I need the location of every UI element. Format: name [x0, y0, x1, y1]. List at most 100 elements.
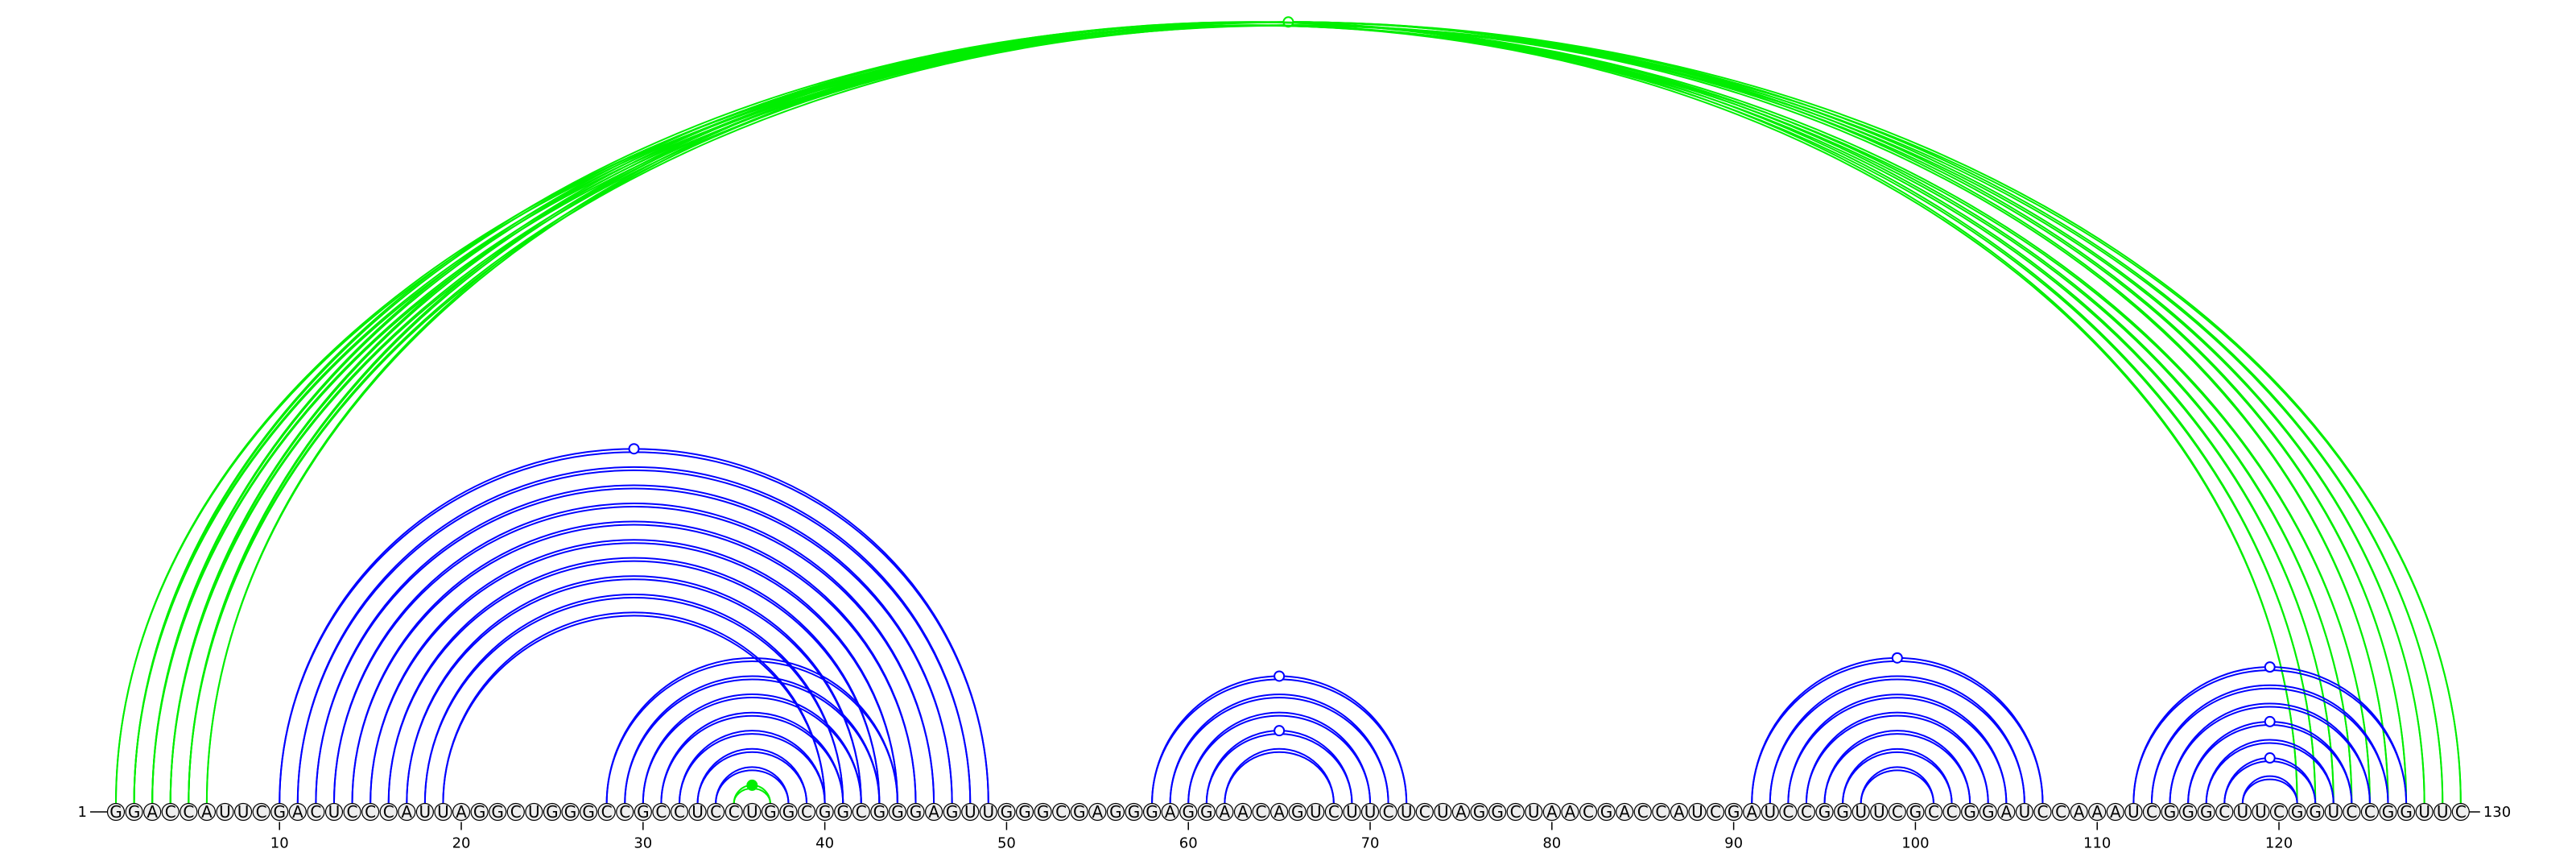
nucleotide-circle: [1579, 802, 1598, 822]
nucleotide-letter: C: [2364, 802, 2376, 822]
nucleotide-circle: [1288, 802, 1307, 822]
helix-marker: [2264, 661, 2276, 673]
nucleotide-circle: [1270, 802, 1289, 822]
nucleotide-letter: G: [910, 802, 923, 822]
base-pair-arc: [279, 448, 989, 804]
arc-layer: [115, 16, 2462, 804]
nucleotide: C: [2343, 802, 2361, 822]
nucleotide: G: [579, 802, 598, 822]
helix-marker: [1274, 725, 1286, 737]
nucleotide-circle: [324, 802, 344, 822]
tick-label: 50: [997, 835, 1016, 852]
nucleotide-letter: C: [510, 802, 522, 822]
nucleotide-circle: [1670, 802, 1688, 822]
nucleotide-circle: [597, 802, 616, 822]
tick-label: 10: [270, 835, 289, 852]
nucleotide: U: [2124, 802, 2143, 822]
nucleotide: C: [1324, 802, 1343, 822]
nucleotide: U: [979, 802, 997, 822]
nucleotide: G: [489, 802, 507, 822]
nucleotide-letter: A: [2110, 802, 2121, 822]
base-pair-arc: [1751, 660, 2044, 804]
nucleotide-circle: [216, 802, 234, 822]
base-pair-arc: [296, 469, 972, 804]
nucleotide-circle: [2161, 802, 2179, 822]
nucleotide: G: [106, 802, 126, 822]
nucleotide-circle: [561, 802, 580, 822]
base-pair-arc: [115, 24, 2462, 804]
nucleotide: G: [1106, 802, 1125, 822]
nucleotide-circle: [1924, 802, 1943, 822]
nucleotide: C: [1942, 802, 1961, 822]
helix-4: [605, 656, 898, 804]
nucleotide-circle: [252, 802, 270, 822]
nucleotide-circle: [1597, 802, 1616, 822]
nucleotide-letter: C: [1637, 802, 1649, 822]
nucleotide: U: [1434, 802, 1452, 822]
nucleotide-circle: [979, 802, 997, 822]
nucleotide-circle: [834, 802, 852, 822]
base-pair-arc: [1860, 769, 1934, 804]
nucleotide: C: [343, 802, 361, 822]
nucleotide: G: [1470, 802, 1488, 822]
nucleotide: C: [2142, 802, 2161, 822]
nucleotide-circle: [2451, 802, 2470, 822]
nucleotide-circle: [1307, 802, 1325, 822]
nucleotide-letter: U: [2327, 802, 2339, 822]
nucleotide: G: [470, 802, 489, 822]
nucleotide-circle: [1852, 802, 1870, 822]
nucleotide-circle: [1197, 802, 1216, 822]
nucleotide-letter: G: [836, 802, 849, 822]
nucleotide: U: [688, 802, 707, 822]
nucleotide-letter: C: [1055, 802, 1067, 822]
nucleotide-circle: [1906, 802, 1925, 822]
nucleotide-circle: [434, 802, 452, 822]
tick-label: 120: [2265, 835, 2293, 852]
nucleotide: A: [1451, 802, 1471, 822]
nucleotide-letter: C: [2219, 802, 2230, 822]
nucleotide-circle: [2088, 802, 2107, 822]
base-pair-arc: [624, 678, 881, 804]
nucleotide: U: [2324, 802, 2343, 822]
nucleotide-letter: G: [582, 802, 595, 822]
base-pair-arc: [188, 21, 2389, 804]
nucleotide-circle: [1724, 802, 1743, 822]
nucleotide-letter: U: [1364, 802, 1377, 822]
nucleotide: U: [1397, 802, 1416, 822]
nucleotide-letter: C: [674, 802, 685, 822]
nucleotide: G: [2306, 802, 2325, 822]
nucleotide: A: [288, 802, 307, 822]
nucleotide-letter: C: [2273, 802, 2285, 822]
nucleotide: C: [1052, 802, 1071, 822]
nucleotide-letter: A: [1619, 802, 1630, 822]
nucleotide: U: [525, 802, 543, 822]
nucleotide-letter: A: [1674, 802, 1685, 822]
nucleotide-circle: [2124, 802, 2143, 822]
nucleotide-letter: U: [1855, 802, 1867, 822]
nucleotide-circle: [125, 802, 143, 822]
nucleotide-circle: [2269, 802, 2289, 822]
nucleotide: U: [2415, 802, 2434, 822]
nucleotide-circle: [1815, 802, 1834, 822]
nucleotide: A: [2106, 802, 2124, 822]
nucleotide: G: [1488, 802, 1507, 822]
nucleotide-letter: G: [109, 802, 122, 822]
nucleotide-letter: G: [873, 802, 886, 822]
nucleotide-letter: C: [2346, 802, 2357, 822]
nucleotide-circle: [1379, 802, 1397, 822]
nucleotide-letter: U: [528, 802, 540, 822]
nucleotide: A: [143, 802, 162, 822]
nucleotide-circle: [1125, 802, 1143, 822]
nucleotide-circle: [652, 802, 671, 822]
nucleotide-circle: [452, 802, 471, 822]
nucleotide: A: [452, 802, 471, 822]
helix-5: [733, 779, 771, 804]
nucleotide: A: [1161, 802, 1179, 822]
nucleotide: C: [670, 802, 689, 822]
nucleotide-letter: G: [1182, 802, 1195, 822]
nucleotide-letter: G: [1473, 802, 1486, 822]
nucleotide: C: [1579, 802, 1598, 822]
tick-label: 60: [1179, 835, 1198, 852]
nucleotide-letter: U: [237, 802, 250, 822]
nucleotide-circle: [2142, 802, 2161, 822]
